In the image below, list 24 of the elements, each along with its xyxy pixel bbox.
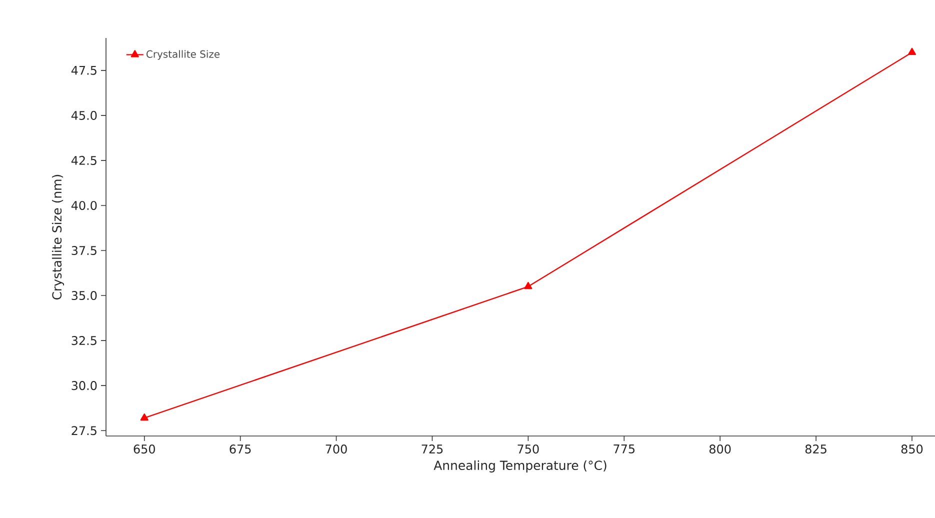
x-tick-label: 650 (134, 444, 155, 454)
y-tick-label: 27.5 (72, 426, 96, 436)
legend-label: Crystallite Size (146, 50, 220, 60)
y-tick-label: 32.5 (72, 336, 96, 346)
x-tick-label: 675 (230, 444, 251, 454)
y-tick-label: 42.5 (71, 156, 96, 165)
y-tick-label: 30.0 (72, 381, 97, 390)
y-axis-title: Crystallite Size (nm) (52, 174, 64, 300)
x-tick-label: 700 (326, 444, 347, 454)
point (140, 413, 148, 421)
y-tick-label: 37.5 (72, 246, 96, 256)
y-tick-label: 45.0 (71, 110, 97, 120)
point (908, 48, 916, 55)
x-tick-label: 825 (805, 444, 826, 454)
x-tick-label: 725 (422, 444, 443, 454)
x-tick-label: 850 (901, 444, 923, 454)
x-tick-label: 775 (614, 444, 634, 454)
y-tick-label: 35.0 (72, 291, 97, 300)
point (524, 282, 532, 290)
x-axis-title: Annealing Temperature (°C) (434, 460, 606, 472)
x-tick-label: 750 (518, 444, 539, 454)
y-tick-label: 40.0 (71, 200, 97, 210)
x-tick-label: 800 (709, 444, 731, 454)
y-tick-label: 47.5 (71, 66, 96, 75)
